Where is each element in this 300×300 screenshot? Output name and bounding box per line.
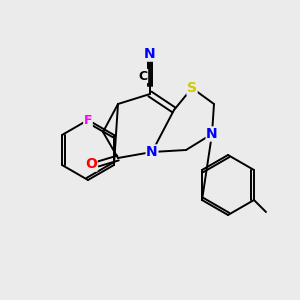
Text: N: N: [146, 145, 158, 159]
Text: O: O: [85, 157, 97, 171]
Text: C: C: [138, 70, 148, 83]
Text: S: S: [187, 81, 197, 95]
Text: F: F: [84, 113, 92, 127]
Text: N: N: [206, 127, 218, 141]
Text: N: N: [144, 47, 156, 61]
